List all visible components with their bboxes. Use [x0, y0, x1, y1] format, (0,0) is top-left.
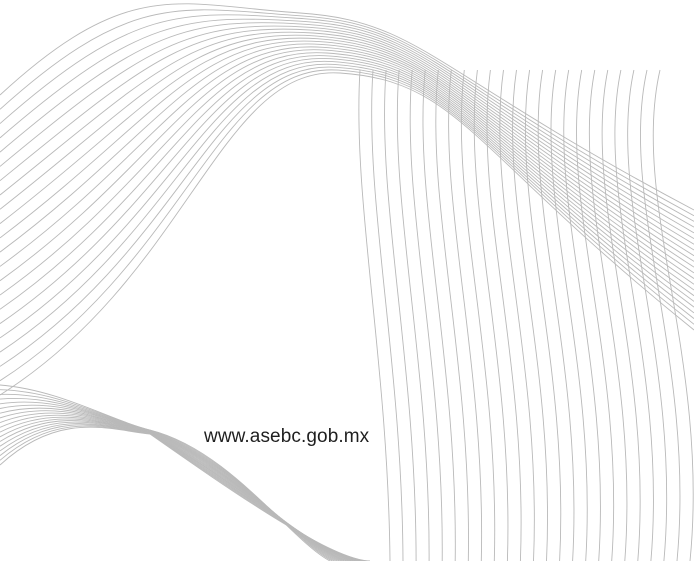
wave-line	[0, 22, 694, 234]
wave-line	[0, 397, 338, 561]
wave-line	[0, 31, 694, 251]
wave-line	[563, 69, 601, 561]
wave-line	[0, 14, 694, 222]
wave-line	[448, 69, 483, 561]
wave-line	[0, 40, 694, 268]
wave-line	[0, 66, 694, 367]
wave-line	[0, 384, 331, 561]
wave-line	[0, 52, 694, 296]
wave-line	[0, 58, 694, 324]
wave-line	[0, 34, 694, 257]
wave-lines-vertical	[358, 69, 694, 561]
wave-line	[396, 69, 430, 561]
wave-line	[588, 69, 628, 561]
wave-line	[435, 69, 469, 561]
wave-line	[371, 69, 404, 561]
wave-line	[460, 69, 496, 561]
wave-line	[524, 69, 562, 561]
wave-line	[0, 18, 694, 228]
wave-line	[473, 69, 509, 561]
wave-line	[0, 49, 694, 285]
website-url: www.asebc.gob.mx	[204, 426, 370, 447]
wave-line	[384, 69, 417, 561]
wave-line	[614, 69, 654, 561]
wave-line	[0, 9, 694, 217]
wave-line	[0, 393, 335, 561]
wave-lines-sweep	[0, 3, 694, 396]
wave-line	[601, 69, 641, 561]
wave-line	[409, 69, 443, 561]
wave-line	[358, 69, 391, 561]
wave-line	[640, 69, 681, 561]
wave-line	[422, 69, 456, 561]
wave-lines-left	[0, 384, 371, 561]
wave-line	[652, 69, 694, 561]
wave-line	[627, 69, 668, 561]
wave-line	[0, 61, 694, 339]
wave-line	[0, 37, 694, 262]
wave-line	[550, 69, 588, 561]
wave-line	[0, 63, 694, 353]
wave-line	[0, 3, 694, 211]
wave-line	[0, 28, 694, 245]
wave-line	[537, 69, 575, 561]
wave-line	[0, 426, 371, 561]
wave-line	[499, 69, 535, 561]
wave-line	[0, 43, 694, 274]
wave-line	[576, 69, 615, 561]
wave-line	[512, 69, 548, 561]
wave-line	[486, 69, 522, 561]
wave-line	[0, 72, 694, 396]
wave-line	[0, 25, 694, 239]
